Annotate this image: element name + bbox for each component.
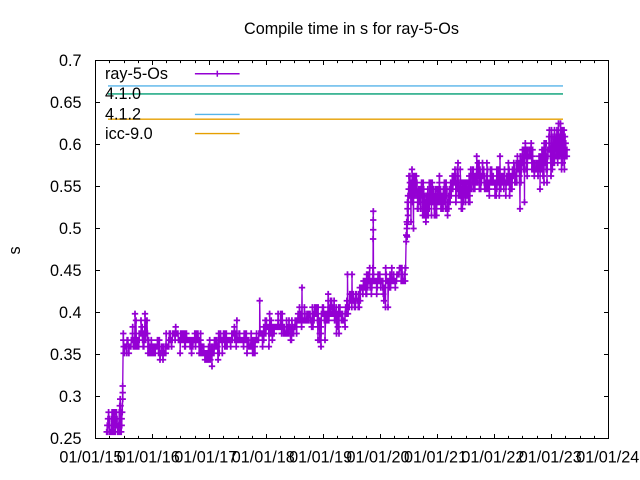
svg-text:0.55: 0.55 [50, 178, 82, 196]
svg-text:ray-5-Os: ray-5-Os [105, 65, 168, 83]
svg-text:4.1.0: 4.1.0 [105, 85, 141, 103]
svg-text:01/01/17: 01/01/17 [174, 449, 237, 467]
svg-text:icc-9.0: icc-9.0 [105, 125, 153, 143]
svg-text:01/01/18: 01/01/18 [232, 449, 295, 467]
svg-text:01/01/24: 01/01/24 [576, 449, 639, 467]
svg-text:0.3: 0.3 [59, 388, 82, 406]
svg-text:0.7: 0.7 [59, 52, 82, 70]
svg-text:01/01/21: 01/01/21 [404, 449, 467, 467]
svg-text:0.35: 0.35 [50, 346, 82, 364]
svg-text:01/01/23: 01/01/23 [519, 449, 582, 467]
svg-text:s: s [6, 246, 24, 254]
svg-text:0.4: 0.4 [59, 304, 82, 322]
svg-text:01/01/19: 01/01/19 [289, 449, 352, 467]
svg-text:01/01/22: 01/01/22 [461, 449, 524, 467]
svg-text:4.1.2: 4.1.2 [105, 106, 141, 124]
svg-text:Compile time in s for ray-5-Os: Compile time in s for ray-5-Os [244, 20, 459, 38]
svg-text:0.65: 0.65 [50, 94, 82, 112]
svg-text:01/01/16: 01/01/16 [117, 449, 180, 467]
svg-text:0.25: 0.25 [50, 430, 82, 448]
svg-text:01/01/20: 01/01/20 [346, 449, 409, 467]
svg-text:0.45: 0.45 [50, 262, 82, 280]
svg-text:0.6: 0.6 [59, 136, 82, 154]
svg-text:01/01/15: 01/01/15 [59, 449, 122, 467]
svg-text:0.5: 0.5 [59, 220, 82, 238]
